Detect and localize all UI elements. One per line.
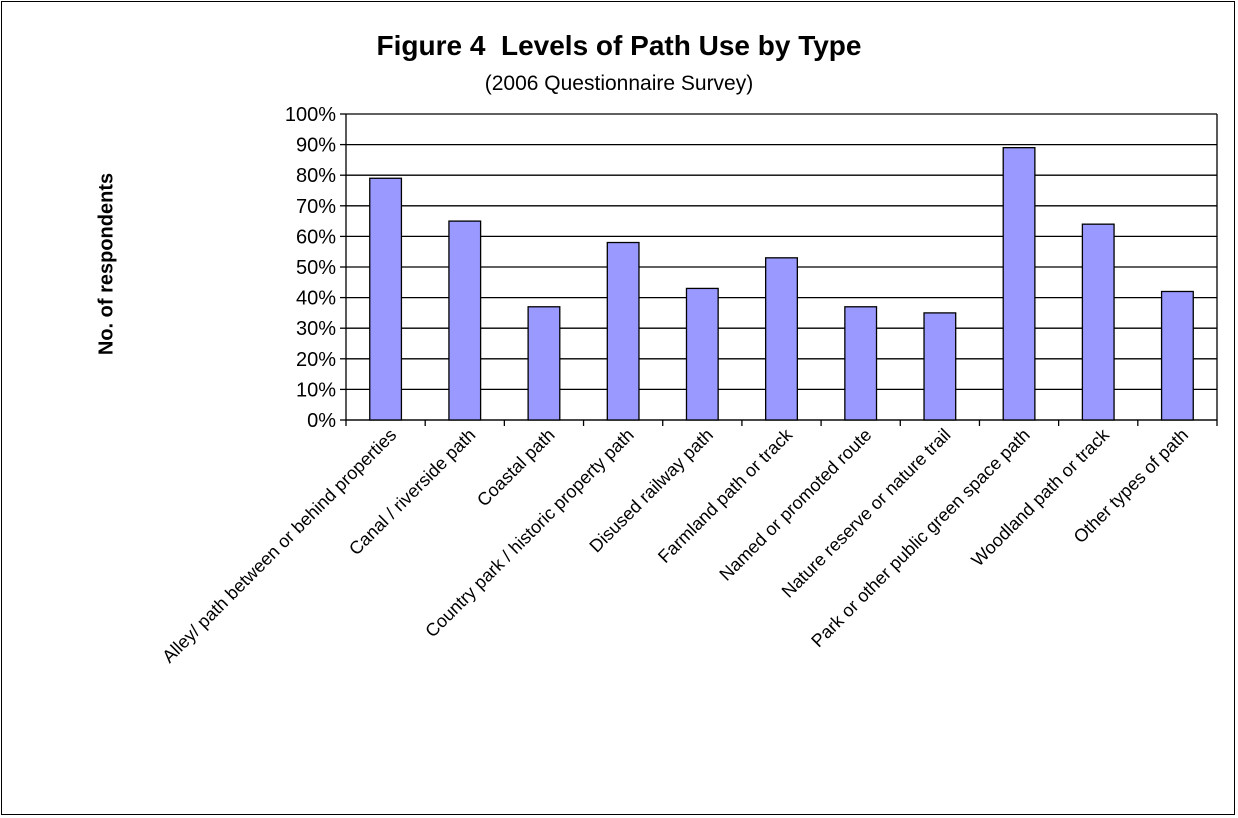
y-tick-label: 60% xyxy=(296,226,336,248)
bar xyxy=(448,220,482,421)
y-tick-label: 80% xyxy=(296,165,336,187)
x-tick-label: Nature reserve or nature trail xyxy=(778,425,955,602)
x-tick-label: Named or promoted route xyxy=(716,425,876,585)
bar xyxy=(923,312,957,421)
bar xyxy=(1081,223,1115,421)
y-tick-label: 50% xyxy=(296,257,336,279)
y-tick-label: 10% xyxy=(296,379,336,401)
x-tick-label: Coastal path xyxy=(473,425,559,511)
bar xyxy=(685,287,719,421)
y-tick-label: 90% xyxy=(296,135,336,157)
y-tick-label: 40% xyxy=(296,288,336,310)
bar xyxy=(765,257,798,421)
x-tick-label: Farmland path or track xyxy=(654,424,797,567)
y-tick-label: 30% xyxy=(296,318,336,340)
bar xyxy=(844,306,878,421)
bar xyxy=(1160,290,1194,421)
x-tick-label: Woodland path or track xyxy=(967,424,1113,570)
bar xyxy=(527,306,561,421)
bar xyxy=(606,241,640,421)
y-tick-label: 70% xyxy=(296,196,336,218)
y-tick-label: 0% xyxy=(307,410,336,432)
bar xyxy=(369,177,403,421)
bar xyxy=(1002,147,1036,421)
y-tick-label: 100% xyxy=(285,104,336,126)
chart-title: Figure 4 Levels of Path Use by Type xyxy=(376,30,862,61)
y-tick-label: 20% xyxy=(296,349,336,371)
chart-subtitle: (2006 Questionnaire Survey) xyxy=(484,72,754,95)
